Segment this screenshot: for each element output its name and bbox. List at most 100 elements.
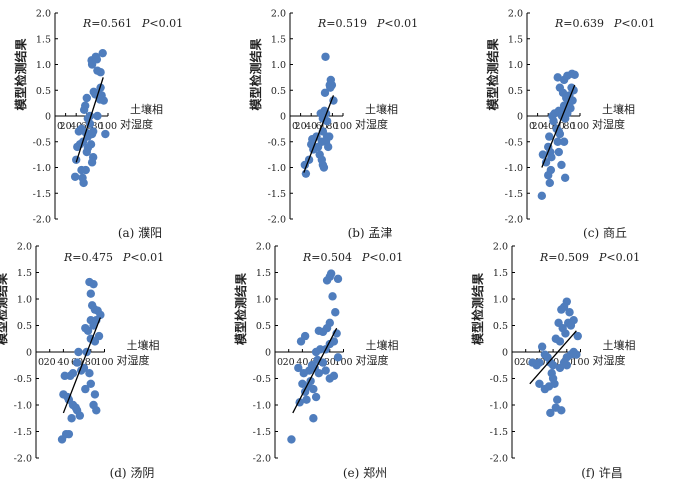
correlation-annotation: R=0.504 P<0.01 [302, 251, 403, 264]
data-point [309, 384, 318, 394]
x-tick-label: 100 [334, 357, 352, 368]
data-point [326, 83, 335, 92]
correlation-annotation: R=0.475 P<0.01 [63, 251, 164, 264]
data-point [541, 158, 551, 167]
data-point [82, 93, 92, 103]
x-tick-label: 0 [57, 121, 63, 132]
panel-caption: (d) 汤阴 [110, 466, 155, 480]
x-tick-label: 80 [85, 357, 97, 368]
data-point [554, 318, 563, 328]
data-point [557, 160, 566, 170]
data-point [573, 331, 582, 341]
x-axis-title-line2: 对湿度 [355, 117, 388, 131]
y-tick-label: -1.5 [268, 189, 286, 200]
data-point [555, 363, 565, 373]
x-tick-label: 0 [277, 357, 283, 368]
data-point [553, 395, 562, 404]
data-point [86, 289, 96, 298]
data-point [81, 165, 90, 175]
regression-line [292, 327, 338, 414]
regression-line [541, 84, 576, 168]
y-tick-label: 0 [280, 112, 286, 123]
regression-line [62, 317, 101, 414]
data-point [93, 111, 102, 121]
y-tick-label: -0.5 [253, 374, 271, 385]
x-tick-label: 40 [542, 121, 554, 132]
data-point [557, 406, 566, 415]
data-point [294, 363, 303, 373]
data-point [85, 369, 94, 378]
data-point [301, 169, 311, 178]
data-point [73, 142, 82, 152]
data-point [311, 347, 321, 357]
data-point [328, 292, 337, 301]
x-axis-title: 土壤相 [130, 102, 163, 116]
data-point [333, 353, 343, 362]
y-tick-label: -2.0 [33, 215, 51, 226]
data-point [90, 390, 100, 399]
y-axis-title: 模型检测结果 [470, 273, 485, 345]
y-tick-label: -0.5 [268, 137, 286, 148]
scatter-panel-5: 2.01.51.00.50-0.5-1.0-1.5-2.020406080100… [233, 242, 403, 481]
data-point [314, 369, 324, 378]
y-tick-label: 1.5 [508, 34, 523, 45]
data-point [561, 329, 570, 338]
regression-line [529, 330, 577, 385]
panel-caption: (a) 濮阳 [118, 225, 162, 240]
x-tick-label: 0 [529, 121, 535, 132]
data-point [79, 105, 89, 115]
data-point [553, 73, 562, 82]
data-point [83, 143, 93, 153]
y-axis-title: 模型检测结果 [13, 38, 28, 110]
data-point [547, 153, 556, 162]
x-tick-label: 80 [91, 121, 103, 132]
y-tick-label: -1.5 [505, 189, 523, 200]
y-tick-label: 1.0 [508, 60, 523, 71]
x-tick-label: 100 [95, 357, 113, 368]
y-tick-label: 1.5 [493, 268, 508, 279]
y-axis-title: 模型检测结果 [233, 273, 248, 345]
x-tick-label: 20 [44, 357, 56, 368]
x-axis-title: 土壤相 [603, 338, 636, 352]
y-tick-label: -0.5 [14, 374, 32, 385]
y-tick-label: 1.0 [271, 60, 286, 71]
data-point [86, 379, 96, 388]
y-tick-label: -1.0 [268, 163, 286, 174]
x-tick-label: 80 [563, 121, 575, 132]
x-tick-label: 40 [305, 121, 317, 132]
x-tick-label: 40 [57, 357, 69, 368]
data-point [528, 358, 537, 367]
data-point [287, 435, 296, 444]
y-tick-label: -2.0 [490, 454, 508, 465]
x-axis-title: 土壤相 [365, 102, 398, 116]
correlation-annotation: R=0.509 P<0.01 [539, 251, 640, 264]
x-tick-label: 20 [295, 121, 307, 132]
y-tick-label: 0 [517, 112, 523, 123]
scatter-panel-2: 2.01.51.00.50-0.5-1.0-1.5-2.020406080100… [248, 9, 418, 241]
data-point [570, 70, 579, 80]
x-tick-label: 0 [292, 121, 298, 132]
data-point [535, 379, 544, 388]
data-point [93, 66, 102, 75]
data-point [537, 342, 547, 351]
data-point [79, 178, 88, 188]
scatter-panel-4: 2.01.51.00.50-0.5-1.0-1.5-2.020406080100… [0, 242, 164, 481]
scatter-panel-6: 2.01.51.00.50-0.5-1.0-1.5-2.020406080100… [470, 242, 640, 481]
y-tick-label: 1.0 [493, 295, 508, 306]
y-tick-label: 1.5 [256, 268, 271, 279]
x-axis-title-line2: 对湿度 [120, 117, 153, 131]
x-tick-label: 20 [283, 357, 295, 368]
data-point [549, 116, 558, 126]
data-point [537, 191, 547, 201]
data-point [74, 127, 84, 136]
y-axis-title: 模型检测结果 [485, 38, 500, 110]
panel-caption: (e) 郑州 [343, 465, 387, 480]
x-tick-label: 20 [60, 121, 72, 132]
data-point [60, 371, 69, 381]
y-tick-label: 1.0 [256, 295, 271, 306]
y-tick-label: 0.5 [271, 86, 286, 97]
data-point [333, 274, 343, 284]
data-point [545, 178, 554, 188]
data-point [101, 129, 110, 139]
data-point [92, 55, 102, 64]
